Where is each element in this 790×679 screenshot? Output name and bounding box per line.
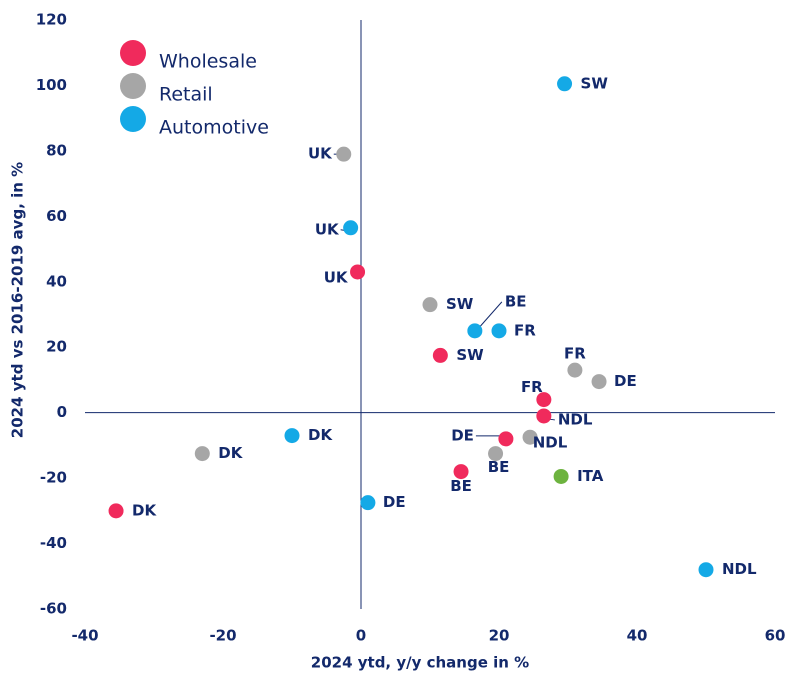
point-label: NDL bbox=[533, 434, 568, 452]
point-label: BE bbox=[505, 292, 527, 310]
point-label: FR bbox=[564, 345, 586, 363]
point-label: NDL bbox=[722, 560, 757, 578]
y-tick-label: 80 bbox=[46, 141, 67, 159]
point bbox=[453, 464, 469, 480]
x-tick-label: -40 bbox=[71, 627, 98, 645]
y-tick-label: -40 bbox=[40, 534, 67, 552]
point-label: SW bbox=[581, 74, 609, 92]
x-tick-label: 40 bbox=[627, 627, 648, 645]
y-tick-label: 100 bbox=[36, 76, 67, 94]
y-tick-label: -20 bbox=[40, 469, 67, 487]
point bbox=[432, 347, 448, 363]
y-tick-label: 60 bbox=[46, 207, 67, 225]
point bbox=[536, 408, 552, 424]
point-label: ITA bbox=[577, 467, 604, 485]
x-tick-label: 0 bbox=[356, 627, 366, 645]
point bbox=[194, 446, 210, 462]
point bbox=[360, 495, 376, 511]
point-label: SW bbox=[446, 295, 474, 313]
x-tick-label: 60 bbox=[765, 627, 786, 645]
point-label: DK bbox=[218, 444, 243, 462]
y-tick-label: 40 bbox=[46, 272, 67, 290]
point bbox=[557, 76, 573, 92]
point bbox=[108, 503, 124, 519]
point-label: FR bbox=[521, 378, 543, 396]
x-axis-title: 2024 ytd, y/y change in % bbox=[311, 654, 529, 672]
legend-marker bbox=[120, 73, 146, 99]
y-tick-label: -60 bbox=[40, 600, 67, 618]
point-label: DK bbox=[132, 501, 157, 519]
point-label: UK bbox=[308, 145, 333, 163]
point bbox=[567, 362, 583, 378]
point-label: UK bbox=[315, 220, 340, 238]
point bbox=[553, 468, 569, 484]
point-label: BE bbox=[450, 477, 472, 495]
y-axis-title: 2024 ytd vs 2016-2019 avg, in % bbox=[9, 162, 27, 438]
point bbox=[284, 428, 300, 444]
point bbox=[336, 146, 352, 162]
legend-marker bbox=[120, 40, 146, 66]
legend-label: Automotive bbox=[159, 117, 269, 139]
point-label: FR bbox=[514, 321, 536, 339]
point-label: DE bbox=[451, 426, 474, 444]
point bbox=[536, 392, 552, 408]
x-tick-label: 20 bbox=[489, 627, 510, 645]
legend-marker bbox=[120, 106, 146, 132]
point bbox=[698, 562, 714, 578]
y-tick-label: 120 bbox=[36, 11, 67, 29]
point-label: SW bbox=[456, 346, 484, 364]
legend-label: Retail bbox=[159, 84, 213, 106]
point-label: UK bbox=[324, 268, 349, 286]
point bbox=[343, 220, 359, 236]
point bbox=[491, 323, 507, 339]
point bbox=[350, 264, 366, 280]
point bbox=[522, 429, 538, 445]
point-label: DK bbox=[308, 426, 333, 444]
point-label: BE bbox=[488, 458, 510, 476]
x-tick-label: -20 bbox=[209, 627, 236, 645]
y-tick-label: 20 bbox=[46, 338, 67, 356]
point bbox=[488, 446, 504, 462]
legend: Wholesale Retail Automotive bbox=[120, 40, 269, 139]
point bbox=[422, 297, 438, 313]
point bbox=[498, 431, 514, 447]
point-label: DE bbox=[614, 372, 637, 390]
point-label: NDL bbox=[558, 410, 593, 428]
leader-line bbox=[478, 301, 503, 329]
point bbox=[591, 374, 607, 390]
y-tick-label: 0 bbox=[57, 403, 67, 421]
point bbox=[467, 323, 483, 339]
legend-label: Wholesale bbox=[159, 51, 257, 73]
point-label: DE bbox=[383, 493, 406, 511]
